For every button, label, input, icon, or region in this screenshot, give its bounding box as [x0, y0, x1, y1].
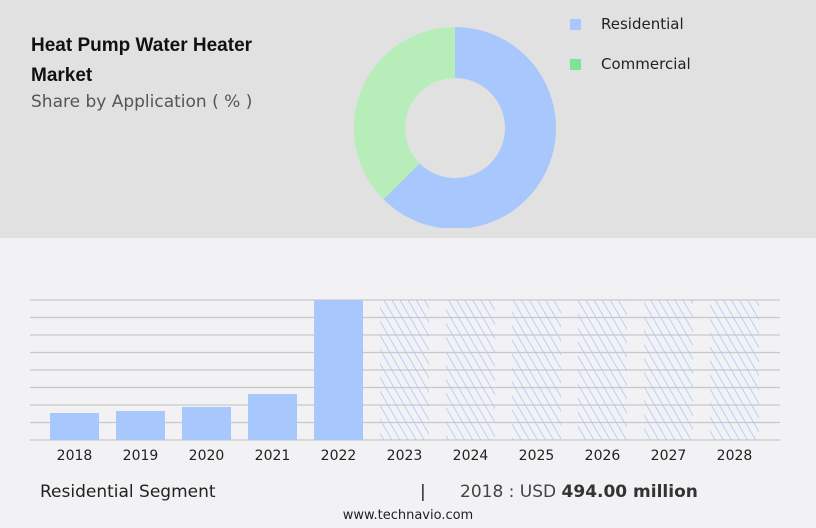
site-url: www.technavio.com	[342, 508, 474, 523]
page-subtitle: Share by Application ( % )	[31, 92, 253, 112]
year-value: 2018 : USD	[460, 482, 557, 502]
x-tick-label: 2027	[651, 448, 687, 464]
page-title: Heat Pump Water Heater Market	[31, 35, 253, 86]
legend-label: Residential	[601, 15, 684, 33]
x-tick-label: 2018	[57, 448, 93, 464]
x-tick-label: 2024	[453, 448, 489, 464]
legend-label: Commercial	[601, 55, 691, 73]
bar-2022	[314, 300, 363, 440]
segment-label: Residential Segment	[40, 482, 216, 502]
bar-2028	[710, 300, 759, 440]
bars	[50, 300, 759, 440]
x-tick-label: 2020	[189, 448, 225, 464]
legend-commercial: Commercial	[570, 55, 691, 73]
legend-swatch	[570, 58, 581, 70]
legend-swatch	[570, 18, 581, 30]
x-tick-label: 2019	[123, 448, 159, 464]
bar-2020	[182, 406, 231, 440]
value-readout: 2018 : USD 494.00 million	[460, 482, 698, 502]
x-tick-label: 2026	[585, 448, 621, 464]
x-tick-label: 2022	[321, 448, 357, 464]
donut-slice-commercial	[353, 27, 455, 200]
x-axis-labels: 2018 2019 2020 2021 2022 2023 2024 2025 2026 2027…	[57, 448, 753, 464]
x-tick-label: 2021	[255, 448, 291, 464]
x-tick-label: 2023	[387, 448, 423, 464]
bar-2023	[380, 300, 429, 440]
bar-2027	[644, 300, 693, 440]
donut-chart	[353, 27, 556, 228]
x-tick-label: 2028	[717, 448, 753, 464]
bar-2025	[512, 300, 561, 440]
x-tick-label: 2025	[519, 448, 555, 464]
bar-2018	[50, 412, 99, 440]
bar-2021	[248, 394, 297, 440]
donut-slice-residential	[383, 27, 556, 228]
separator: |	[420, 482, 426, 502]
bar-2019	[116, 410, 165, 440]
bar-2024	[446, 300, 495, 440]
legend-residential: Residential	[570, 15, 684, 33]
bar-2026	[578, 300, 627, 440]
value: 494.00 million	[561, 482, 698, 502]
